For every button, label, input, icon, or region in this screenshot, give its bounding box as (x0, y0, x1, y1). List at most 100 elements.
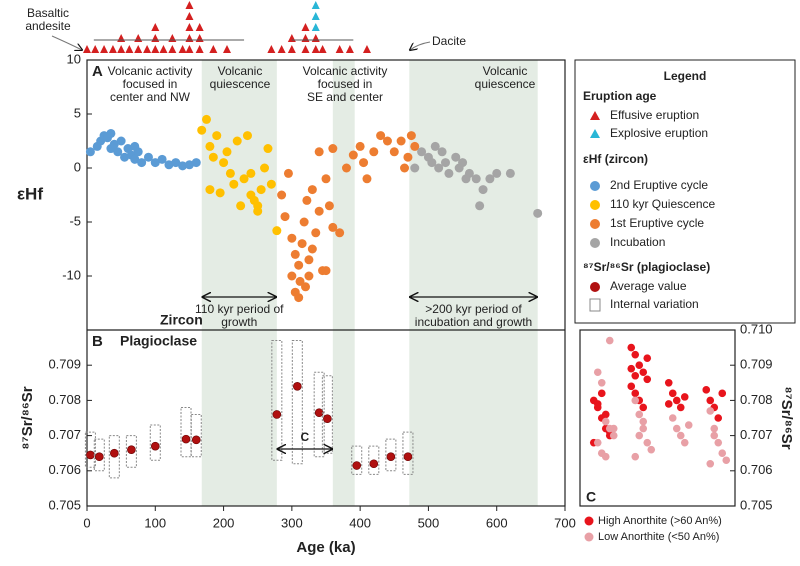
annotation: Dacite (432, 34, 466, 48)
eruption-marker (195, 34, 204, 42)
plagioclase-point (639, 424, 648, 433)
legend-marker (590, 129, 600, 138)
plagioclase-point (718, 389, 727, 398)
zircon-point (304, 255, 314, 265)
internal-variation (351, 445, 363, 475)
zircon-point (299, 217, 309, 227)
shading-layer (201, 60, 538, 506)
annotation: >200 kyr period of (425, 302, 522, 316)
zircon-point (120, 152, 130, 162)
x-tick-label: 700 (554, 515, 576, 530)
plagioclase-point (714, 438, 723, 447)
eruption-marker (195, 23, 204, 31)
zircon-point (478, 185, 488, 195)
y2-tick-label: 0.705 (740, 497, 773, 512)
plot-frame (86, 59, 566, 507)
zircon-point (359, 158, 369, 168)
eruption-marker (185, 45, 194, 53)
zircon-point (287, 271, 297, 281)
zircon-point (307, 244, 317, 254)
plagioclase-point (676, 431, 685, 440)
zircon-point (197, 125, 207, 135)
plagioclase-point (631, 371, 640, 380)
legend-marker (590, 181, 600, 191)
plagioclase-point (702, 386, 711, 394)
panel-label: B (92, 333, 103, 350)
annotation: focused in (318, 77, 373, 91)
zircon-point (184, 160, 194, 170)
eruption-marker (117, 34, 126, 42)
eruption-marker (335, 45, 344, 53)
legend-marker (590, 200, 600, 210)
zircon-point (437, 147, 447, 157)
plagioclase-point (668, 414, 677, 422)
average-point (150, 441, 160, 451)
eruption-marker (301, 23, 310, 31)
average-point (86, 450, 95, 460)
legend-label: 110 kyr Quiescence (610, 197, 715, 211)
zircon-point (341, 163, 351, 173)
legend-marker (590, 238, 600, 248)
zircon-point (205, 141, 215, 151)
y2-tick-label: 0.707 (740, 427, 773, 442)
internal-variation (313, 371, 325, 458)
legend-label: 1st Eruptive cycle (610, 216, 704, 230)
zircon-point (382, 136, 392, 146)
average-point (369, 459, 379, 469)
zircon-point (355, 141, 365, 151)
legend-label: Incubation (610, 235, 665, 249)
internal-variation (402, 431, 414, 475)
plagioclase-point (593, 368, 602, 377)
zircon-point (458, 158, 468, 168)
plagioclase-point (627, 382, 636, 391)
zircon-point (222, 147, 232, 157)
zircon-point (130, 141, 140, 151)
y-tick-label: 10 (67, 51, 81, 66)
zircon-point (324, 201, 334, 211)
y-tick-label: -5 (69, 213, 81, 228)
legend-marker (584, 516, 594, 526)
average-point (181, 434, 191, 444)
zircon-point (321, 174, 331, 184)
plagioclase-point (664, 379, 673, 387)
internal-variation (93, 438, 105, 472)
legend-heading: Eruption age (583, 89, 657, 103)
average-point (127, 445, 136, 454)
y2-tick-label: 0.710 (740, 321, 773, 336)
y-axis-title: εHf (17, 184, 43, 203)
plagioclase-point (706, 459, 715, 468)
eruption-marker (277, 45, 286, 53)
y-tick-label: 5 (74, 105, 81, 120)
eruption-marker (159, 45, 168, 53)
internal-variation (190, 413, 202, 458)
internal-variation (108, 435, 120, 479)
zircon-point (212, 131, 222, 141)
plagioclase-point (718, 449, 727, 458)
y-tick-label: -10 (62, 267, 81, 282)
note-arrow (51, 35, 82, 50)
zircon-point (328, 222, 338, 232)
plagioclase-point (601, 417, 610, 426)
internal-variation (291, 340, 303, 465)
annotation: growth (221, 315, 257, 329)
legend-label: Explosive eruption (610, 126, 708, 140)
eruption-marker (151, 34, 160, 42)
average-point (272, 410, 282, 419)
panel-label: C (586, 489, 596, 505)
plagioclase-point (631, 389, 640, 398)
plagioclase-point (668, 389, 677, 398)
zircon-point (256, 185, 266, 195)
eruption-marker (134, 45, 143, 53)
eruption-marker (143, 45, 152, 53)
plagioclase-point (593, 438, 602, 447)
legend-label: Internal variation (610, 297, 699, 311)
eruption-marker (185, 12, 194, 20)
plagioclase-point (647, 445, 656, 454)
eruption-marker (151, 45, 160, 53)
zircon-point (290, 249, 300, 259)
zircon-point (505, 168, 515, 178)
zircon-point (157, 154, 167, 164)
plagioclase-point (684, 421, 693, 429)
internal-variation (368, 445, 380, 475)
